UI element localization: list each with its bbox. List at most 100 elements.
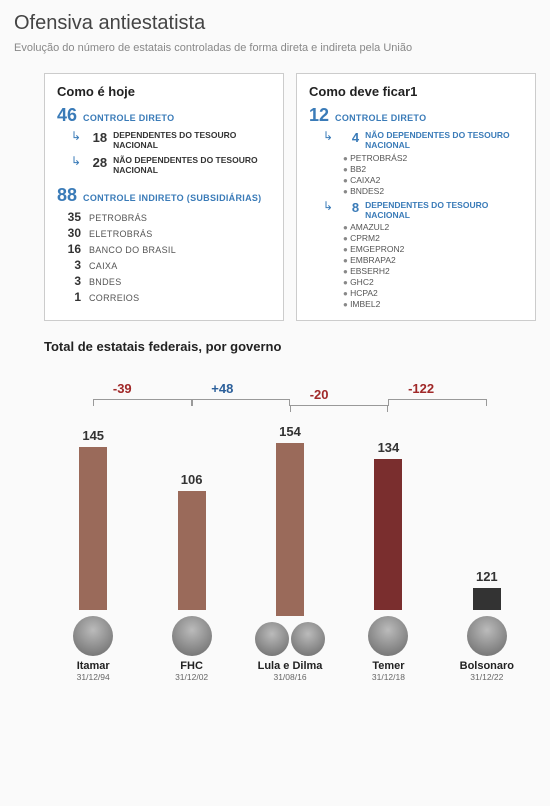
bullet-item: GHC2	[343, 277, 523, 287]
company-row: 35 PETROBRÁS	[61, 210, 271, 224]
bullet-item: BNDES2	[343, 186, 523, 196]
company-row: 3 BNDES	[61, 274, 271, 288]
page-subtitle: Evolução do número de estatais controlad…	[14, 41, 536, 55]
arrow-icon: ↳	[71, 130, 81, 142]
today-direct-label: CONTROLE DIRETO	[83, 113, 174, 123]
gov-name: Lula e Dilma	[258, 660, 323, 672]
future-direct-num: 12	[309, 105, 329, 126]
gov-name: Itamar	[77, 660, 110, 672]
future-direct-row: 12 CONTROLE DIRETO	[309, 105, 523, 126]
avatar	[467, 616, 507, 656]
bar	[79, 447, 107, 610]
chart-column: -122 134 Temer31/12/18	[339, 371, 437, 682]
box-today-title: Como é hoje	[57, 84, 271, 99]
bar	[276, 443, 304, 616]
company-num: 30	[61, 226, 81, 240]
company-row: 1 CORREIOS	[61, 290, 271, 304]
gov-name: FHC	[180, 660, 203, 672]
avatar-pair	[255, 616, 325, 656]
company-num: 35	[61, 210, 81, 224]
bullet-item: CPRM2	[343, 233, 523, 243]
company-num: 3	[61, 274, 81, 288]
bar-value: 134	[378, 440, 400, 455]
bullet-item: IMBEL2	[343, 299, 523, 309]
sub-label: DEPENDENTES DO TESOURO NACIONAL	[113, 130, 271, 150]
info-boxes: Como é hoje 46 CONTROLE DIRETO ↳ 18 DEPE…	[44, 73, 536, 321]
bar	[374, 459, 402, 610]
chart-area: -39 145 Itamar31/12/94 +48 106 FHC31/12/02 -20…	[44, 362, 536, 682]
bar	[178, 491, 206, 610]
company-row: 16 BANCO DO BRASIL	[61, 242, 271, 256]
arrow-icon: ↳	[323, 200, 333, 212]
avatar	[255, 622, 289, 656]
gov-date: 31/12/18	[372, 672, 405, 682]
avatar	[291, 622, 325, 656]
sub-num: 18	[87, 130, 107, 145]
bullet-item: HCPA2	[343, 288, 523, 298]
change-label: -39	[113, 381, 132, 396]
company-num: 16	[61, 242, 81, 256]
bullet-item: AMAZUL2	[343, 222, 523, 232]
bullet-list: AMAZUL2CPRM2EMGEPRON2EMBRAPA2EBSERH2GHC2…	[343, 222, 523, 309]
sub-label: NÃO DEPENDENTES DO TESOURO NACIONAL	[365, 130, 523, 150]
arrow-icon: ↳	[323, 130, 333, 142]
change-label: -20	[310, 387, 329, 402]
gov-date: 31/12/02	[175, 672, 208, 682]
company-name: CORREIOS	[89, 293, 139, 303]
sub-label: DEPENDENTES DO TESOURO NACIONAL	[365, 200, 523, 220]
bar-value: 106	[181, 472, 203, 487]
change-label: -122	[408, 381, 434, 396]
future-direct-label: CONTROLE DIRETO	[335, 113, 426, 123]
bar	[473, 588, 501, 611]
bar-value: 145	[82, 428, 104, 443]
company-num: 3	[61, 258, 81, 272]
sub-row: ↳ 4 NÃO DEPENDENTES DO TESOURO NACIONAL	[323, 130, 523, 150]
box-future: Como deve ficar1 12 CONTROLE DIRETO ↳ 4 …	[296, 73, 536, 321]
sub-row: ↳ 8 DEPENDENTES DO TESOURO NACIONAL	[323, 200, 523, 220]
bullet-item: BB2	[343, 164, 523, 174]
bullet-list: PETROBRÁS2BB2CAIXA2BNDES2	[343, 153, 523, 196]
bullet-item: PETROBRÁS2	[343, 153, 523, 163]
chart-title: Total de estatais federais, por governo	[44, 339, 536, 354]
company-name: BNDES	[89, 277, 122, 287]
page-title: Ofensiva antiestatista	[14, 12, 536, 35]
bullet-item: EBSERH2	[343, 266, 523, 276]
box-today: Como é hoje 46 CONTROLE DIRETO ↳ 18 DEPE…	[44, 73, 284, 321]
chart-section: Total de estatais federais, por governo …	[14, 339, 536, 682]
sub-row: ↳ 18 DEPENDENTES DO TESOURO NACIONAL	[71, 130, 271, 150]
box-future-title: Como deve ficar1	[309, 84, 523, 99]
gov-date: 31/12/22	[470, 672, 503, 682]
chart-column: -20 154 Lula e Dilma31/08/16	[241, 377, 339, 682]
company-name: CAIXA	[89, 261, 118, 271]
sub-row: ↳ 28 NÃO DEPENDENTES DO TESOURO NACIONAL	[71, 155, 271, 175]
today-direct-row: 46 CONTROLE DIRETO	[57, 105, 271, 126]
chart-column: 121Bolsonaro31/12/22	[438, 371, 536, 682]
sub-num: 28	[87, 155, 107, 170]
gov-name: Temer	[372, 660, 404, 672]
change-label: +48	[211, 381, 233, 396]
company-row: 3 CAIXA	[61, 258, 271, 272]
gov-date: 31/12/94	[77, 672, 110, 682]
bar-value: 154	[279, 424, 301, 439]
sub-num: 4	[339, 130, 359, 145]
company-num: 1	[61, 290, 81, 304]
bullet-item: CAIXA2	[343, 175, 523, 185]
company-row: 30 ELETROBRÁS	[61, 226, 271, 240]
avatar	[172, 616, 212, 656]
chart-column: -39 145 Itamar31/12/94	[44, 371, 142, 682]
avatar	[368, 616, 408, 656]
today-indirect-label: CONTROLE INDIRETO (SUBSIDIÁRIAS)	[83, 193, 261, 203]
sub-label: NÃO DEPENDENTES DO TESOURO NACIONAL	[113, 155, 271, 175]
today-indirect-num: 88	[57, 185, 77, 206]
sub-num: 8	[339, 200, 359, 215]
bullet-item: EMGEPRON2	[343, 244, 523, 254]
gov-date: 31/08/16	[273, 672, 306, 682]
bar-value: 121	[476, 569, 498, 584]
company-name: BANCO DO BRASIL	[89, 245, 176, 255]
company-name: PETROBRÁS	[89, 213, 147, 223]
chart-column: +48 106 FHC31/12/02	[142, 371, 240, 682]
bullet-item: EMBRAPA2	[343, 255, 523, 265]
company-name: ELETROBRÁS	[89, 229, 153, 239]
arrow-icon: ↳	[71, 155, 81, 167]
today-indirect-row: 88 CONTROLE INDIRETO (SUBSIDIÁRIAS)	[57, 185, 271, 206]
